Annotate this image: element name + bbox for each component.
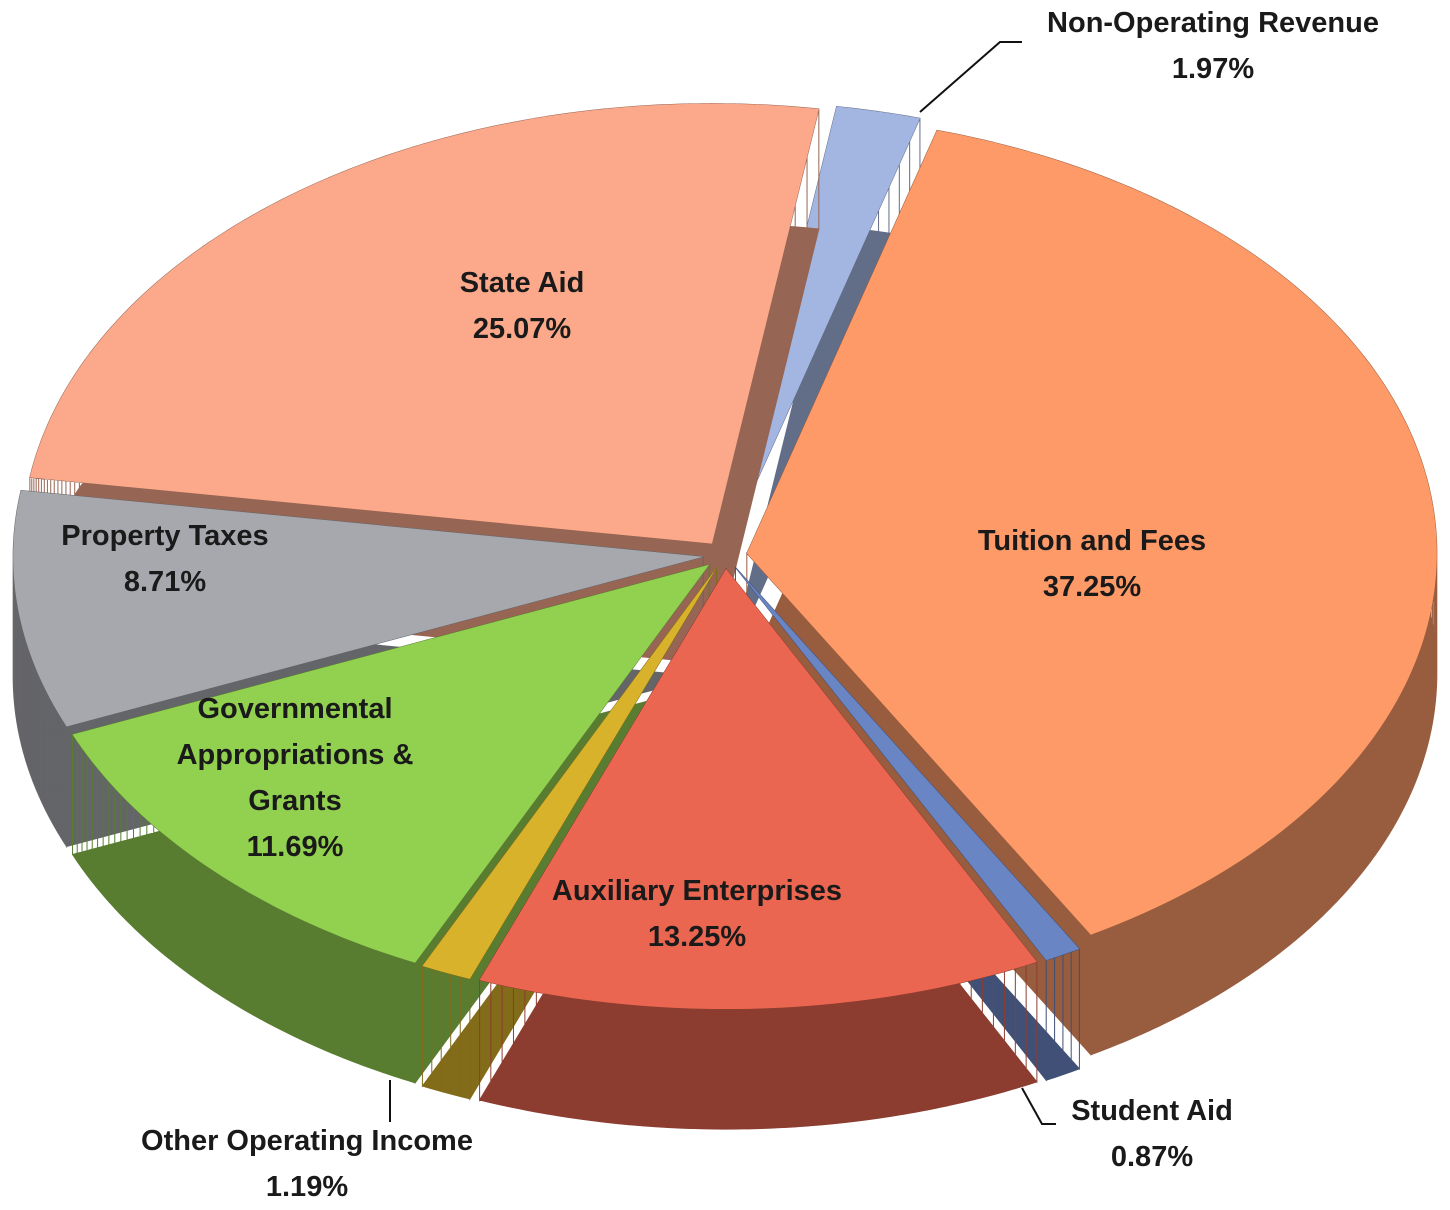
slice-side <box>734 565 1080 1082</box>
value-label: 1.19% <box>265 1171 349 1203</box>
slice <box>13 490 704 727</box>
slice-label: Student Aid 0.87% <box>1022 1088 1282 1180</box>
category-label: State Aid <box>459 267 585 299</box>
slice-label: Property Taxes 8.71% <box>15 513 315 605</box>
slice-side <box>421 566 717 1101</box>
category-label: Tuition and Fees <box>977 525 1207 557</box>
leader-line <box>919 41 1022 113</box>
slice <box>29 103 819 544</box>
slice <box>422 567 717 979</box>
value-label: 25.07% <box>472 313 572 345</box>
slice-label: State Aid 25.07% <box>392 260 652 352</box>
slice <box>72 564 710 963</box>
slice <box>735 567 1080 961</box>
slice <box>729 106 920 542</box>
slice-label: Auxiliary Enterprises 13.25% <box>507 868 887 960</box>
category-label: Student Aid <box>1071 1095 1233 1127</box>
slice <box>479 569 1037 1010</box>
slice-label: Other Operating Income 1.19% <box>97 1118 517 1210</box>
value-label: 8.71% <box>123 566 207 598</box>
category-label: Property Taxes <box>61 520 269 552</box>
value-label: 0.87% <box>1110 1141 1194 1173</box>
value-label: 13.25% <box>647 921 747 953</box>
category-label: Other Operating Income <box>141 1125 473 1157</box>
value-label: 11.69% <box>246 831 344 863</box>
slice-label: Non-Operating Revenue 1.97% <box>1003 0 1423 92</box>
slice-label: Tuition and Fees 37.25% <box>912 518 1272 610</box>
category-label: Non-Operating Revenue <box>1047 7 1379 39</box>
slice-label: Governmental Appropriations & Grants 11.6… <box>160 686 430 870</box>
value-label: 37.25% <box>1042 571 1142 603</box>
leader-line <box>1021 1087 1056 1125</box>
category-label: Governmental Appropriations & Grants <box>176 693 414 817</box>
value-label: 1.97% <box>1171 53 1255 85</box>
slice <box>746 130 1437 935</box>
category-label: Auxiliary Enterprises <box>551 875 843 907</box>
